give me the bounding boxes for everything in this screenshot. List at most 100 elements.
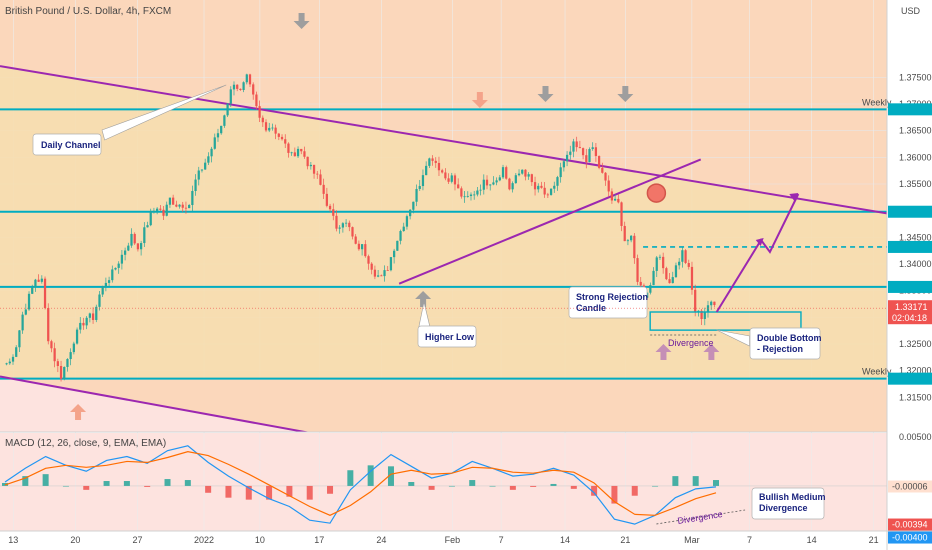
price-axis-background (887, 0, 932, 550)
macd-badge-1: -0.00394 (892, 520, 928, 530)
candlestick-series (5, 73, 716, 382)
candle-body-104 (338, 227, 341, 229)
macd-histogram-bar-23 (469, 480, 476, 486)
price-tick-12: 1.31500 (899, 392, 932, 402)
top-arrow-4-shape (617, 86, 634, 102)
candle-body-154 (498, 177, 501, 181)
projection-arrowhead-top (789, 193, 799, 201)
candle-body-128 (415, 188, 418, 202)
candle-body-188 (607, 180, 610, 192)
candle-body-171 (553, 185, 556, 189)
candle-body-161 (521, 169, 524, 174)
candle-body-8 (31, 287, 34, 294)
candle-body-107 (348, 222, 351, 228)
candle-body-24 (82, 322, 85, 326)
candle-body-56 (184, 207, 188, 209)
candle-body-1 (8, 361, 11, 364)
candle-body-148 (479, 189, 482, 191)
candle-body-13 (47, 307, 50, 342)
candle-body-100 (325, 193, 328, 206)
candle-body-30 (101, 286, 104, 295)
candle-body-215 (694, 289, 697, 312)
candle-body-69 (226, 103, 229, 116)
candle-body-125 (405, 216, 409, 227)
low-arrow-4-shape (703, 344, 720, 360)
candle-body-177 (572, 141, 575, 152)
projection-arrowhead-mid (755, 238, 764, 246)
level-badge-2 (888, 280, 932, 293)
candle-body-9 (34, 279, 37, 288)
candle-body-159 (514, 175, 517, 184)
time-tick-0: 13 (8, 535, 18, 545)
time-tick-13: 14 (807, 535, 817, 545)
macd-histogram-bar-21 (428, 485, 435, 490)
candle-body-67 (220, 125, 223, 134)
candle-body-21 (72, 343, 75, 353)
candle-body-88 (287, 143, 290, 153)
candle-body-172 (556, 177, 559, 186)
currency-label: USD (901, 6, 921, 16)
macd-pane-background (0, 433, 887, 531)
candle-body-25 (85, 317, 88, 326)
candle-body-117 (380, 275, 383, 277)
candle-body-211 (681, 250, 684, 262)
symbol-title: British Pound / U.S. Dollar, 4h, FXCM (5, 6, 171, 17)
time-tick-6: 24 (376, 535, 386, 545)
macd-histogram-bar-13 (266, 485, 273, 500)
candle-body-40 (133, 233, 136, 244)
candle-body-32 (107, 280, 111, 283)
candle-body-57 (188, 205, 191, 209)
candle-body-146 (473, 194, 476, 196)
macd-histogram-bar-6 (123, 481, 130, 486)
candle-body-42 (139, 243, 143, 250)
candle-body-183 (591, 147, 594, 150)
candle-body-17 (59, 365, 63, 379)
candle-body-220 (710, 301, 713, 306)
double-bottom-zone (649, 311, 802, 331)
candle-body-176 (569, 151, 572, 155)
candle-body-28 (95, 306, 98, 320)
candle-body-70 (229, 89, 232, 104)
time-tick-9: 14 (560, 535, 570, 545)
macd-badge-bg-2 (888, 531, 932, 544)
candle-body-173 (559, 167, 562, 178)
time-tick-8: 7 (499, 535, 504, 545)
candle-body-134 (434, 160, 437, 163)
candle-body-214 (690, 266, 694, 290)
candle-body-160 (517, 173, 521, 176)
macd-histogram-bar-33 (672, 476, 679, 486)
candle-body-218 (703, 311, 706, 320)
strong-rejection-box (568, 286, 648, 319)
candle-body-59 (194, 179, 197, 191)
candle-body-108 (351, 227, 354, 237)
candle-body-208 (671, 277, 674, 284)
candle-body-206 (665, 268, 668, 280)
weekly-label-upper: Weekly (862, 97, 892, 107)
candle-body-94 (306, 156, 309, 167)
candle-body-166 (537, 185, 540, 190)
candle-body-71 (232, 84, 236, 90)
top-arrow-3 (537, 86, 554, 102)
candle-body-0 (5, 363, 8, 365)
macd-histogram-bar-22 (448, 485, 455, 487)
macd-histogram-bar-24 (489, 485, 496, 487)
candle-body-102 (332, 209, 335, 216)
double-bottom-box (749, 327, 821, 360)
macd-histogram-bar-2 (42, 474, 49, 486)
candle-body-169 (546, 194, 549, 196)
macd-histogram-bar-35 (713, 480, 719, 486)
price-tick-3: 1.36000 (899, 152, 932, 162)
candle-body-81 (264, 122, 268, 131)
candle-body-120 (389, 257, 393, 271)
candle-body-157 (508, 178, 511, 190)
candle-body-207 (668, 279, 671, 284)
candle-body-39 (130, 233, 133, 246)
low-arrow-3 (655, 344, 672, 360)
candle-body-19 (66, 359, 69, 367)
candle-body-142 (460, 188, 463, 197)
support-resistance-levels (0, 65, 887, 432)
candle-body-20 (69, 352, 72, 360)
candle-body-45 (149, 211, 152, 226)
countdown-value: 02:04:18 (892, 313, 927, 323)
candle-body-26 (88, 313, 91, 318)
